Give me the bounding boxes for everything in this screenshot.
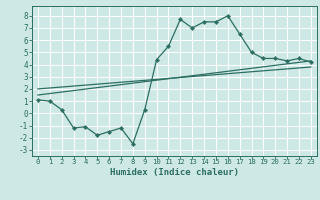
X-axis label: Humidex (Indice chaleur): Humidex (Indice chaleur) [110,168,239,177]
